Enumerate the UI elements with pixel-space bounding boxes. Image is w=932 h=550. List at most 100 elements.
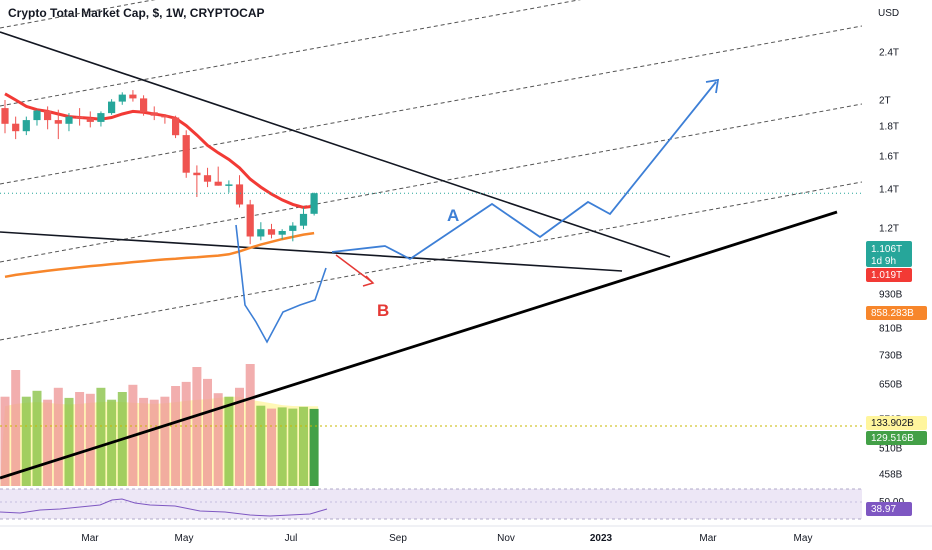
candle [172,115,180,139]
candle [214,166,222,186]
candle [299,207,308,230]
volume-bar [85,393,95,486]
volume-histogram [0,364,862,486]
candle-body [278,231,286,235]
current-price-badge-bg [866,241,912,267]
candle-body [76,116,84,119]
time-tick-label: Nov [497,533,515,544]
rsi-band [0,489,862,519]
descending-trendline [0,31,671,258]
chart-title: Crypto Total Market Cap, $, 1W, CRYPTOCA… [8,6,265,20]
candle [97,111,105,127]
volume-bar [181,381,191,486]
volume-bar [299,406,308,486]
candle [225,180,233,193]
price-tick-label: 1.2T [879,224,899,235]
candle [86,111,94,128]
candle-body [1,108,9,124]
candle [44,106,52,130]
price-tick-label: 650B [879,380,903,391]
volume-bar [224,396,234,486]
rsi-value-badge: 38.97 [871,504,896,515]
price-tick-label: 930B [879,290,903,301]
ema-short-badge: 1.019T [871,270,902,281]
time-tick-label: Jul [285,533,298,544]
candle-body [140,98,148,113]
candle-body [214,181,222,186]
projection-a-arrowhead [705,78,720,94]
candle [12,116,20,140]
volume-bar [288,408,298,486]
channel-line [0,0,582,107]
candle [76,108,84,126]
volume-bar [11,370,21,486]
price-tick-label: 510B [879,444,903,455]
volume-bar [203,378,212,486]
candle-body [22,120,30,132]
volume-bar [160,396,170,486]
channel-line [0,0,156,29]
candle-body [129,94,137,99]
candle-body [150,112,158,116]
ema-long-badge-bg [866,306,927,320]
candle [1,100,9,134]
candle-body [225,184,233,186]
candle-body [54,120,62,124]
volume-bar [43,399,53,486]
candle [182,130,190,178]
candle [203,167,212,188]
time-tick-label: Mar [81,533,99,544]
horizontal-trendline [0,231,623,272]
parallel-channel [0,0,862,341]
time-axis: Mar May Jul Sep Nov 2023 Mar May [0,525,932,544]
volume-badge: 129.516B [871,433,914,444]
projection-past-path [235,224,327,344]
volume-bar [32,390,42,486]
candle [108,99,116,115]
channel-line [0,103,862,263]
candle [140,95,148,116]
candle-body [289,225,297,231]
ema-short-badge-bg [866,268,912,282]
volume-bar [235,387,244,486]
ema-short-line [4,92,315,210]
candle-body [108,101,116,114]
candle [54,109,62,140]
candle [235,175,244,208]
candle-body [161,115,169,118]
volume-bar [277,407,287,486]
price-tick-label: 730B [879,351,903,362]
volume-bar [0,396,10,486]
candle-body [203,175,212,182]
candle-body [33,110,41,121]
price-tick-label: 1.8T [879,122,899,133]
projection-paths: AB [235,78,720,344]
ema-long-line [4,231,315,279]
candle-body [12,123,20,132]
label-a: A [447,206,459,225]
candle [310,192,318,216]
volume-bar [267,408,276,486]
ascending-support-line [0,210,838,480]
volume-bar [75,392,85,486]
candle [278,229,286,240]
candle-body [267,229,276,235]
volume-bar [64,397,74,486]
projection-path-b [335,254,373,283]
candle-body [172,117,180,136]
candle-body [97,113,105,122]
candle-body [86,118,94,122]
price-tick-label: 810B [879,324,903,335]
candle-body [44,110,52,121]
candle [22,116,30,136]
price-axis: USD 2.4T 2T 1.8T 1.6T 1.4T 1.2T 930B 810B 730B 650… [862,0,932,550]
time-tick-label: Sep [389,533,407,544]
candle [267,223,276,239]
rsi-value-badge-bg [866,502,912,516]
time-tick-label: Mar [699,533,717,544]
candle [129,90,137,102]
candle-body [235,184,244,205]
projection-b-arrowhead [362,275,375,287]
projection-path-a [331,81,717,261]
